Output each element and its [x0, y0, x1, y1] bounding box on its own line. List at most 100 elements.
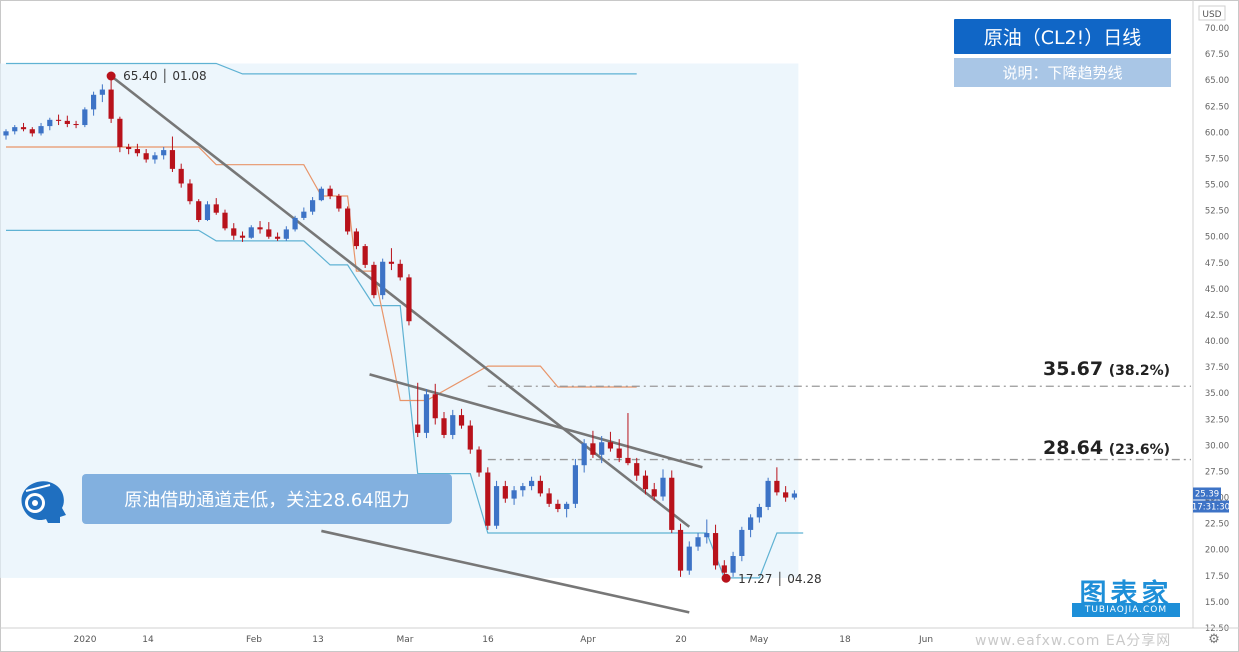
candle-body	[590, 443, 596, 455]
candle	[108, 76, 114, 123]
candle	[607, 431, 614, 452]
candle	[82, 107, 88, 128]
y-tick-label: 65.00	[1205, 76, 1229, 86]
y-tick-label: 60.00	[1205, 128, 1229, 138]
candle-body	[161, 150, 167, 156]
candle	[590, 430, 596, 458]
candle-body	[266, 229, 272, 237]
candle-body	[204, 204, 211, 220]
candle-body	[108, 89, 114, 119]
swing-low-label: 17.27 │ 04.28	[738, 571, 822, 586]
candle-body	[493, 486, 500, 526]
candle-body	[634, 463, 640, 476]
y-tick-label: 62.50	[1205, 102, 1229, 112]
candle-body	[283, 229, 289, 239]
channel-upper-line	[6, 62, 637, 75]
candle	[669, 470, 675, 534]
candle-body	[555, 503, 561, 510]
candle	[239, 231, 246, 242]
candle	[458, 408, 465, 429]
price-axis[interactable]: USD 70.00 67.50 65.00 62.50 60.00 57.50 55.00 52…	[1192, 0, 1230, 634]
candle-body	[467, 425, 473, 450]
candle	[485, 467, 491, 530]
candle-body	[152, 155, 158, 160]
fib-level-pct: (23.6%)	[1108, 442, 1171, 458]
settings-gear-icon[interactable]: ⚙	[1208, 632, 1220, 647]
candle-body	[546, 493, 552, 504]
candle-body	[520, 486, 526, 491]
y-tick-label: 40.00	[1205, 337, 1229, 347]
candle	[12, 125, 18, 135]
candle-body	[362, 246, 368, 265]
candle	[336, 193, 342, 212]
candle-body	[301, 211, 307, 218]
candle	[406, 274, 412, 326]
candle-body	[642, 475, 649, 490]
candle	[99, 84, 105, 103]
candle	[3, 129, 9, 140]
x-tick-label: 14	[142, 635, 154, 645]
fib-level-value: 28.64	[1043, 437, 1104, 459]
y-tick-label: 22.50	[1205, 520, 1229, 530]
candle	[520, 482, 526, 497]
candle	[739, 526, 745, 562]
candle	[318, 186, 324, 202]
chart-subtitle: 说明：下降趋势线	[954, 58, 1171, 87]
candle-body	[616, 448, 622, 458]
candle-body	[599, 442, 605, 455]
candle	[704, 519, 710, 544]
fib-level-236: 28.64 (23.6%)	[1043, 437, 1170, 459]
analysis-note: 原油借助通道走低，关注28.64阻力	[82, 474, 452, 524]
candle	[651, 482, 657, 501]
candle	[476, 446, 482, 477]
candle	[152, 152, 158, 164]
brand-logo: 图表家 TUBIAOJIA.COM	[1072, 572, 1180, 620]
candle-body	[572, 465, 578, 504]
candle	[134, 143, 140, 157]
candle-body	[730, 556, 736, 573]
countdown-tag	[1193, 500, 1229, 513]
candle	[432, 383, 438, 425]
candle	[310, 197, 316, 215]
y-tick-label: 27.50	[1205, 467, 1229, 477]
trend-line-1	[369, 373, 703, 469]
x-tick-label: Mar	[397, 635, 414, 645]
candle-body	[143, 153, 149, 160]
candle-body	[677, 529, 684, 571]
candle-body	[310, 200, 316, 212]
candle	[38, 122, 44, 136]
candle	[20, 122, 27, 132]
y-tick-label: 35.00	[1205, 389, 1229, 399]
candle	[660, 469, 666, 501]
y-tick-label: 67.50	[1205, 50, 1229, 60]
candle	[161, 146, 167, 160]
candle-body	[55, 119, 62, 121]
candle-body	[695, 537, 701, 547]
candle	[117, 116, 123, 153]
candle	[467, 420, 473, 454]
candle-body	[774, 480, 780, 493]
x-tick-label: 2020	[74, 635, 97, 645]
candle-body	[625, 457, 631, 464]
y-tick-label: 57.50	[1205, 154, 1229, 164]
candle	[380, 258, 386, 300]
candle	[748, 514, 754, 538]
candle	[126, 143, 132, 155]
brand-logo-url: TUBIAOJIA.COM	[1072, 603, 1180, 617]
candle	[196, 199, 202, 223]
candle	[301, 207, 307, 220]
candle-body	[274, 236, 281, 239]
candle-body	[511, 490, 517, 499]
time-axis[interactable]: 2020 14 Feb 13 Mar 16 Apr 20 May 18 Jun ⚙	[0, 627, 1239, 647]
candle-body	[3, 131, 9, 136]
candle	[599, 436, 605, 464]
candle-body	[231, 228, 237, 236]
candle	[511, 486, 517, 505]
candle	[555, 499, 561, 513]
candle-body	[187, 183, 193, 202]
candle-body	[783, 492, 789, 498]
candle-body	[336, 196, 342, 209]
candle-body	[12, 127, 18, 132]
robot-head-icon	[14, 475, 68, 525]
candle-body	[213, 204, 219, 213]
